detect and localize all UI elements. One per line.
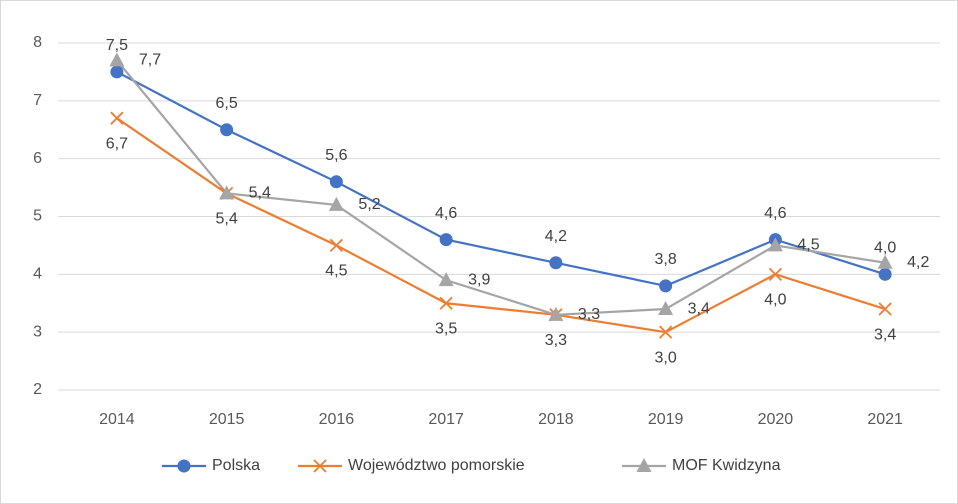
- x-tick-label: 2014: [99, 411, 135, 428]
- x-tick-label: 2021: [867, 411, 903, 428]
- data-label: 4,2: [907, 254, 929, 271]
- data-label: 3,5: [435, 320, 457, 337]
- data-label: 3,0: [655, 349, 677, 366]
- marker: [110, 111, 124, 125]
- data-label: 4,5: [797, 237, 819, 254]
- data-label: 5,6: [325, 147, 347, 164]
- data-label: 3,9: [468, 271, 490, 288]
- marker: [439, 233, 453, 247]
- x-tick-label: 2015: [209, 411, 245, 428]
- data-label: 7,5: [106, 37, 128, 54]
- legend-label: Województwo pomorskie: [348, 457, 525, 474]
- series-line: [116, 59, 886, 316]
- marker: [878, 302, 892, 316]
- marker: [438, 272, 454, 287]
- marker: [767, 237, 783, 252]
- data-label: 3,3: [578, 306, 600, 323]
- marker: [877, 254, 893, 269]
- x-tick-label: 2019: [648, 411, 684, 428]
- y-tick-label: 5: [33, 208, 42, 225]
- marker: [658, 325, 673, 339]
- data-label: 4,6: [764, 205, 786, 222]
- y-tick-label: 2: [33, 381, 42, 398]
- x-tick-label: 2016: [319, 411, 355, 428]
- y-tick-label: 7: [33, 92, 42, 109]
- data-label: 4,0: [764, 292, 786, 309]
- data-label: 6,7: [106, 135, 128, 152]
- y-tick-label: 8: [33, 34, 42, 51]
- data-label: 4,0: [874, 240, 896, 257]
- data-label: 5,4: [249, 185, 271, 202]
- legend-marker: [313, 459, 327, 473]
- marker: [659, 279, 673, 293]
- marker: [768, 267, 783, 281]
- x-tick-label: 2018: [538, 411, 574, 428]
- marker: [658, 301, 674, 316]
- data-label: 6,5: [216, 95, 238, 112]
- data-label: 4,5: [325, 263, 347, 280]
- series-line: [116, 117, 886, 334]
- marker: [109, 52, 125, 67]
- x-tick-label: 2017: [428, 411, 464, 428]
- marker: [329, 175, 343, 189]
- data-label: 3,4: [688, 300, 710, 317]
- legend-label: MOF Kwidzyna: [672, 457, 781, 474]
- data-label: 5,4: [216, 211, 238, 228]
- y-tick-label: 4: [33, 266, 42, 283]
- marker: [439, 296, 453, 310]
- marker: [220, 123, 234, 137]
- legend-marker: [636, 458, 652, 472]
- data-label: 7,7: [139, 52, 161, 69]
- series-line: [116, 70, 886, 288]
- legend-label: Polska: [212, 457, 260, 474]
- data-label: 3,3: [545, 332, 567, 349]
- data-label: 4,2: [545, 228, 567, 245]
- y-tick-label: 3: [33, 323, 42, 340]
- marker: [219, 185, 235, 200]
- marker: [878, 267, 892, 281]
- legend-marker: [177, 459, 191, 473]
- data-label: 3,4: [874, 326, 896, 343]
- marker: [110, 65, 124, 79]
- marker: [549, 256, 563, 270]
- data-label: 5,2: [358, 196, 380, 213]
- y-tick-label: 6: [33, 150, 42, 167]
- data-label: 4,6: [435, 205, 457, 222]
- data-label: 3,8: [655, 251, 677, 268]
- marker: [548, 306, 564, 321]
- marker: [328, 196, 344, 211]
- marker: [329, 238, 344, 253]
- x-tick-label: 2020: [758, 411, 794, 428]
